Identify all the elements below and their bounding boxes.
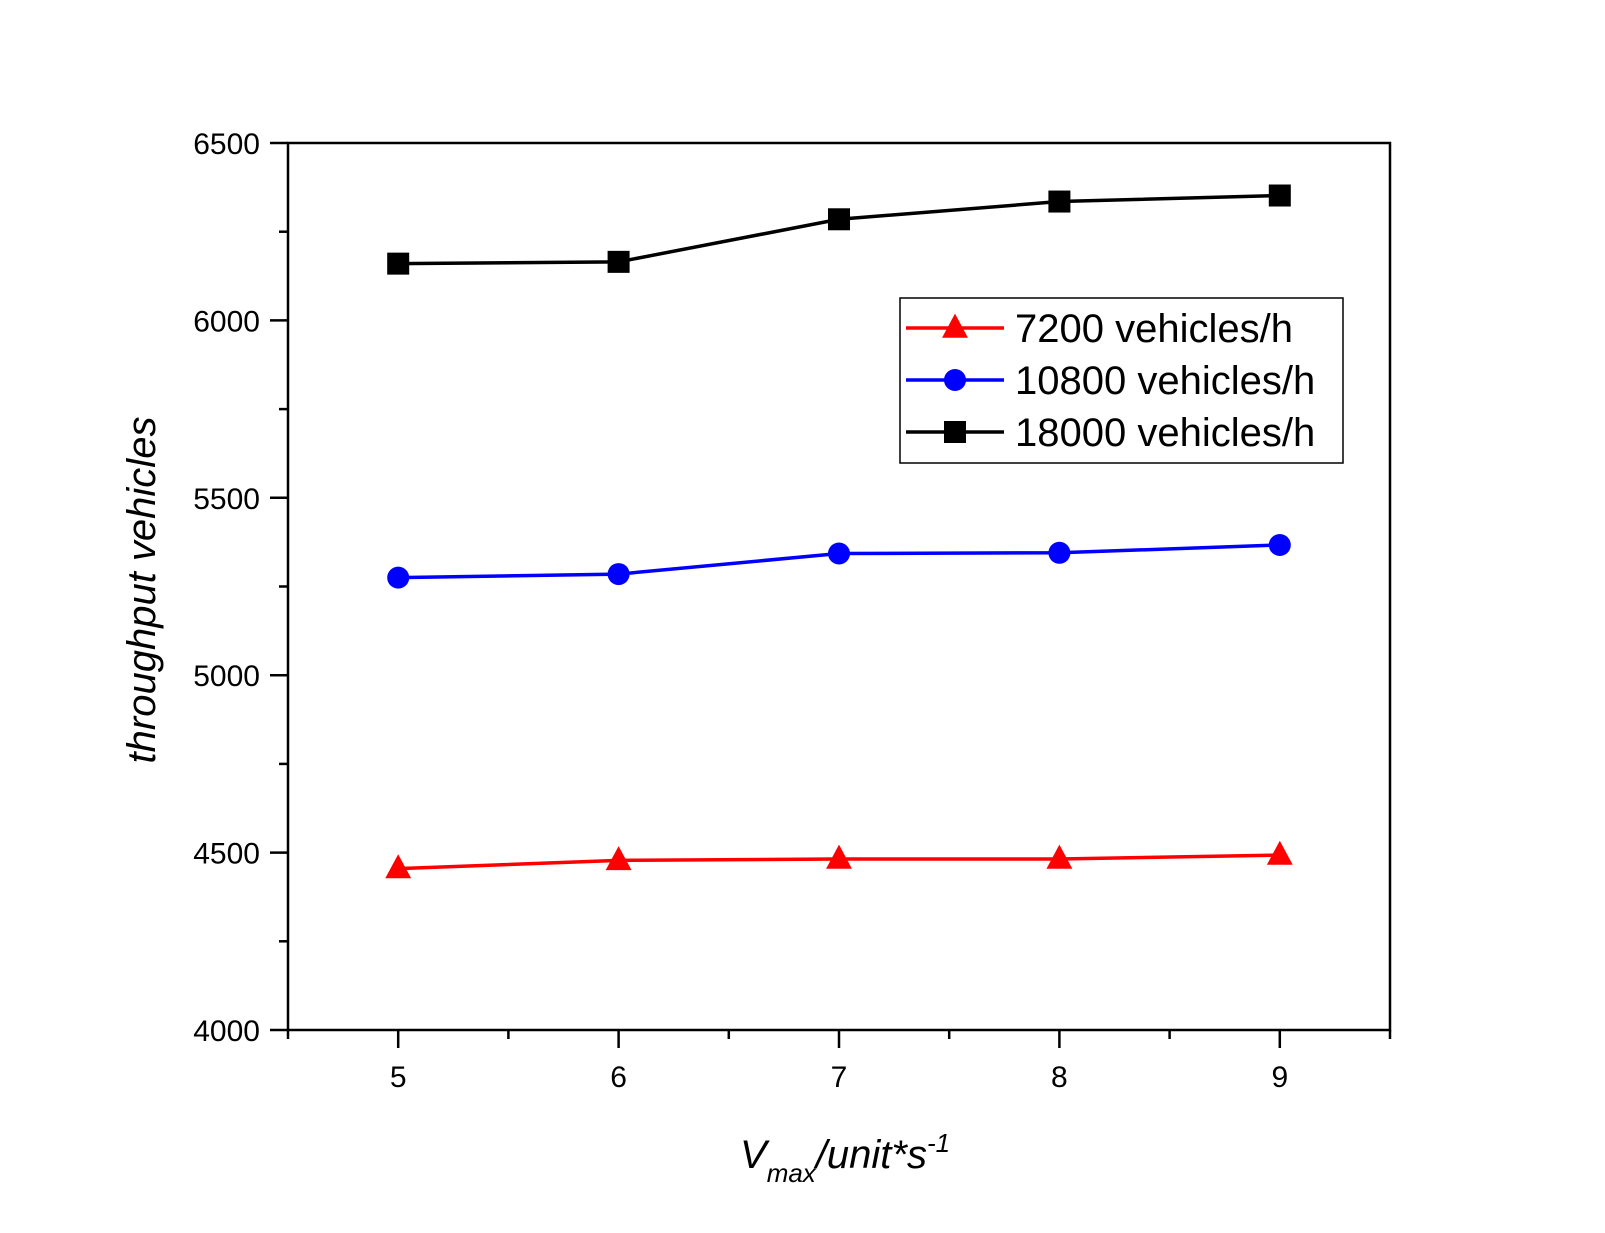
- x-axis-title: Vmax/unit*s-1: [740, 1128, 950, 1188]
- x-axis-title-subscript: max: [767, 1158, 817, 1188]
- data-point: [385, 854, 412, 879]
- y-tick-label: 6000: [193, 305, 260, 338]
- legend-marker: [944, 369, 966, 391]
- y-tick-label: 6500: [193, 128, 260, 161]
- data-point: [605, 846, 632, 871]
- legend-marker: [942, 313, 968, 338]
- legend-label: 18000 vehicles/h: [1015, 411, 1315, 455]
- y-tick-label: 5500: [193, 483, 260, 516]
- x-tick-label: 9: [1271, 1061, 1288, 1094]
- data-point: [826, 844, 852, 869]
- plot-frame: [286, 141, 1392, 1032]
- legend: 7200 vehicles/h 10800 vehicles/h 18000 veh…: [899, 297, 1344, 464]
- y-tick-label: 4000: [193, 1015, 260, 1048]
- x-axis-title-superscript: -1: [927, 1128, 950, 1158]
- x-axis-title-rest: /unit*s: [813, 1133, 927, 1177]
- x-tick-label: 5: [390, 1061, 407, 1094]
- data-point: [1046, 844, 1073, 869]
- data-point: [1266, 840, 1293, 865]
- data-point: [387, 252, 410, 275]
- legend-item: 7200 vehicles/h: [906, 307, 1293, 351]
- x-tick-label: 6: [610, 1061, 627, 1094]
- legend-marker: [944, 421, 966, 443]
- data-point: [607, 250, 630, 273]
- x-tick-label: 8: [1051, 1061, 1068, 1094]
- y-tick-label: 4500: [193, 838, 260, 871]
- series-layer: [385, 184, 1293, 879]
- legend-item: 10800 vehicles/h: [906, 359, 1315, 403]
- legend-label: 7200 vehicles/h: [1015, 307, 1293, 351]
- data-point: [1268, 533, 1291, 556]
- x-axis-title-main: V: [740, 1133, 770, 1177]
- series-circle: [387, 533, 1291, 589]
- data-point: [1048, 541, 1071, 564]
- x-tick-label: 7: [831, 1061, 848, 1094]
- data-point: [1048, 190, 1071, 213]
- y-axis-title: throughput vehicles: [120, 417, 164, 764]
- axes: 4000 4500 5000 5500 6000 6500 5 6 7 8 9: [193, 128, 1392, 1094]
- series-triangle: [385, 840, 1293, 879]
- data-point: [1268, 184, 1291, 207]
- series-square: [387, 184, 1291, 275]
- legend-item: 18000 vehicles/h: [906, 411, 1315, 455]
- data-point: [387, 566, 410, 589]
- axis-titles: throughput vehicles Vmax/unit*s-1: [120, 417, 950, 1188]
- y-tick-label: 5000: [193, 660, 260, 693]
- data-point: [607, 563, 630, 586]
- legend-label: 10800 vehicles/h: [1015, 359, 1315, 403]
- data-point: [828, 542, 850, 565]
- data-point: [828, 208, 850, 231]
